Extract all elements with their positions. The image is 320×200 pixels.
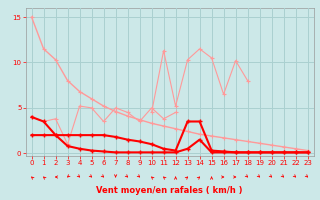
X-axis label: Vent moyen/en rafales ( km/h ): Vent moyen/en rafales ( km/h )	[96, 186, 243, 195]
